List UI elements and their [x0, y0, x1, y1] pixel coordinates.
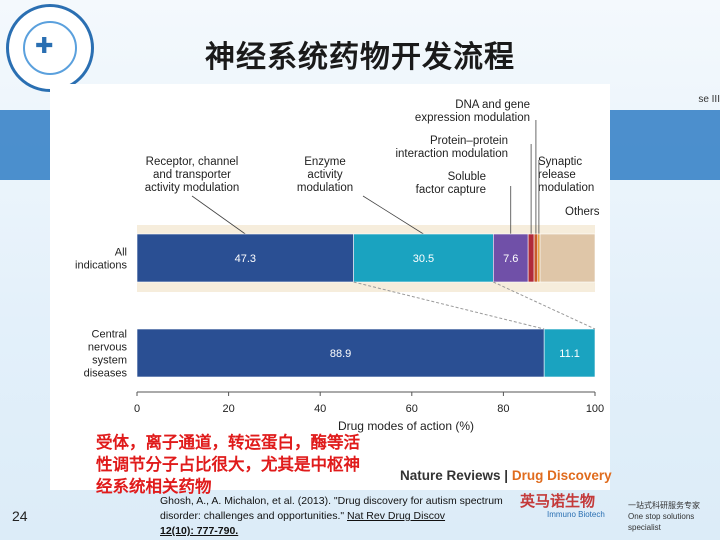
bar-segment	[353, 233, 494, 283]
x-tick-label: 100	[586, 403, 604, 415]
brand-sub: Immuno Biotech	[547, 510, 605, 519]
annotation-label: interaction modulation	[395, 148, 508, 160]
x-tick-label: 20	[222, 403, 234, 415]
category-label: nervous	[88, 342, 128, 354]
slogan-cn: 一站式科研服务专家	[628, 501, 700, 510]
citation-link[interactable]: Nat Rev Drug Discov	[347, 510, 446, 522]
data-label: 30.5	[413, 253, 434, 265]
citation: Ghosh, A., A. Michalon, et al. (2013). "…	[160, 494, 520, 539]
bar-segment	[543, 328, 596, 378]
citation-text: Ghosh, A., A. Michalon, et al. (2013). "…	[160, 495, 503, 522]
brand-slogan: 一站式科研服务专家 One stop solutions specialist	[628, 500, 720, 533]
annotation-label: Others	[565, 206, 600, 218]
bar-segment	[539, 233, 596, 283]
bar-segment	[537, 233, 541, 283]
data-label: 11.1	[559, 348, 580, 360]
slogan-en: One stop solutions specialist	[628, 512, 695, 532]
annotation-label: Soluble	[448, 171, 486, 183]
journal-credit: Nature Reviews | Drug Discovery	[400, 468, 612, 483]
annotation-label: activity modulation	[145, 182, 240, 194]
annotation-label: and transporter	[153, 169, 231, 181]
x-axis: 0 20 40 60 80 100 Drug modes of action (%)	[134, 391, 604, 433]
annotation-label: Enzyme	[304, 156, 346, 168]
journal-separator: |	[500, 468, 512, 483]
annotation-label: modulation	[538, 182, 594, 194]
annotation-label: Protein–protein	[430, 135, 508, 147]
bar-segment	[136, 233, 354, 283]
data-label: 7.6	[503, 253, 518, 265]
brand-name: 英马诺生物	[520, 492, 596, 510]
annotation-label: expression modulation	[415, 112, 530, 124]
data-label: 88.9	[330, 348, 351, 360]
annotation-label: Receptor, channel	[146, 156, 239, 168]
connector-line	[353, 281, 545, 330]
bar-segment	[493, 233, 529, 283]
category-label: All	[115, 247, 127, 259]
connector-line	[493, 281, 596, 330]
data-label: 47.3	[235, 253, 256, 265]
x-tick-label: 40	[314, 403, 326, 415]
x-tick-label: 0	[134, 403, 140, 415]
page-number: 24	[12, 508, 28, 524]
bar-segment	[136, 328, 545, 378]
connector-lines	[353, 281, 596, 330]
annotation-label: DNA and gene	[455, 99, 530, 111]
data-labels: 47.3 30.5 7.6 88.9 11.1	[235, 253, 580, 360]
bar-segment	[533, 233, 539, 283]
annotation-label: release	[538, 169, 576, 181]
partial-figure-text: se III	[698, 94, 720, 105]
citation-volume[interactable]: 12(10): 777-790.	[160, 525, 239, 537]
annotation-label: Synaptic	[538, 156, 582, 168]
slide-title: 神经系统药物开发流程	[205, 41, 515, 74]
x-axis-title: Drug modes of action (%)	[338, 419, 474, 433]
category-label: Central	[92, 329, 127, 341]
annotation-label: factor capture	[416, 184, 486, 196]
x-tick-label: 60	[406, 403, 418, 415]
annotation-leader	[191, 195, 246, 235]
annotation-leader	[362, 195, 424, 235]
logo-ring	[23, 21, 77, 75]
journal-subname: Drug Discovery	[511, 468, 612, 483]
journal-name: Nature Reviews	[400, 468, 501, 483]
category-label: indications	[75, 260, 127, 272]
annotation-label: modulation	[297, 182, 353, 194]
annotation-note: 受体，离子通道，转运蛋白，酶等活性调节分子占比很大，尤其是中枢神经系统相关药物	[96, 434, 360, 496]
x-tick-label: 80	[497, 403, 509, 415]
category-label: system	[92, 355, 127, 367]
bar-segment	[527, 233, 535, 283]
category-label: diseases	[84, 368, 128, 380]
bars	[136, 233, 596, 378]
logo-mark-icon: ✚	[35, 33, 54, 58]
annotation-label: activity	[307, 169, 342, 181]
